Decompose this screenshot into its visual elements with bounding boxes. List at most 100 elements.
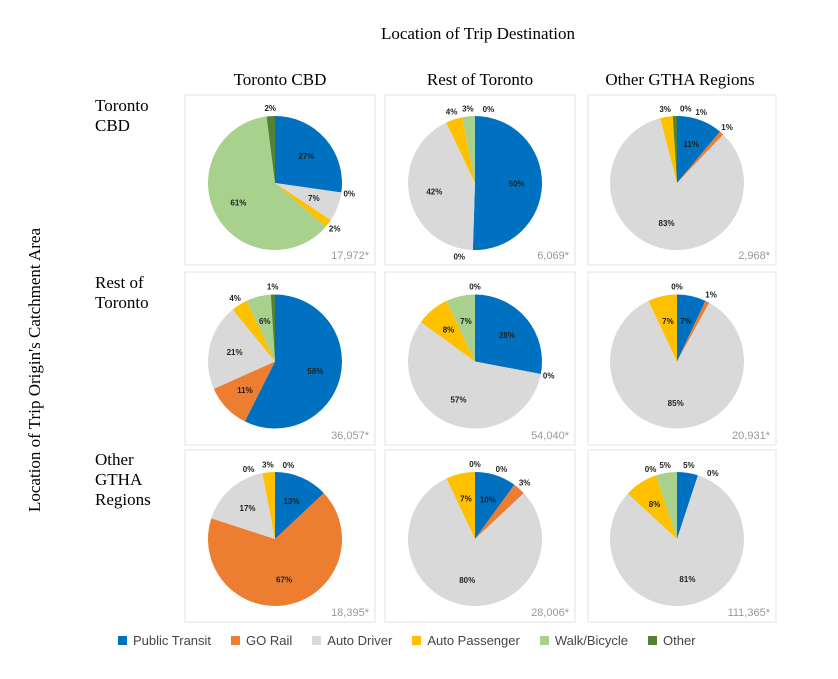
pie-slice-auto-driver	[407, 478, 542, 606]
pie-slice-walk-bicycle	[446, 294, 475, 362]
data-label: 61%	[230, 199, 246, 208]
legend-label: Walk/Bicycle	[554, 633, 629, 648]
pie-panel	[184, 271, 376, 446]
row-header: Other GTHA Regions	[95, 450, 151, 509]
legend-item: Auto Passenger	[412, 633, 520, 648]
pie-slice-other	[266, 116, 275, 183]
pie-slice-auto-driver	[609, 300, 744, 429]
pie-slice-public-transit	[475, 294, 542, 375]
pie-slice-walk-bicycle	[246, 294, 275, 362]
pie-panel	[384, 94, 576, 266]
pie-slice-public-transit	[275, 472, 324, 539]
pie-slice-auto-driver	[609, 475, 744, 606]
pie-slice-auto-driver	[610, 118, 745, 251]
pie-slice-go-rail	[677, 300, 710, 362]
data-label: 27%	[298, 152, 314, 161]
data-label: 1%	[267, 282, 279, 291]
data-label: 1%	[721, 123, 733, 132]
data-label: 5%	[683, 461, 695, 470]
pie-slice-go-rail	[213, 361, 275, 422]
pie-slice-public-transit	[475, 472, 515, 539]
data-label: 1%	[705, 291, 717, 300]
data-label: 0%	[469, 282, 481, 291]
pie-slice-auto-driver	[408, 322, 541, 429]
data-label: 8%	[443, 325, 455, 334]
slices	[184, 94, 777, 623]
data-label: 5%	[659, 461, 671, 470]
pie-slice-auto-passenger	[275, 183, 331, 227]
data-label: 3%	[462, 104, 474, 113]
labels: 17,972* 27% 7% 61% 0% 2% 2% 6,069* 50% 42% 0% 4% 3% 0…	[227, 104, 771, 619]
trip-count: 111,365*	[728, 607, 771, 619]
legend-swatch	[539, 636, 549, 645]
pie-slice-auto-passenger	[648, 294, 677, 362]
pie-slice-auto-passenger	[446, 472, 475, 539]
legend-swatch	[312, 636, 322, 645]
data-label: 17%	[240, 504, 256, 513]
column-header: Other GTHA Regions	[605, 70, 755, 89]
legend-label: Auto Passenger	[427, 633, 520, 648]
data-label: 83%	[659, 219, 675, 228]
legend: Public Transit GO Rail Auto Driver Auto Pas…	[118, 633, 696, 648]
data-label: 13%	[283, 497, 299, 506]
data-label: 0%	[671, 282, 683, 291]
legend-item: Walk/Bicycle	[539, 633, 629, 648]
legend-item: Auto Driver	[312, 633, 392, 648]
legend-swatch	[231, 636, 241, 645]
row-header: Rest of Toronto	[95, 273, 149, 312]
data-label: 0%	[243, 465, 255, 474]
row-header: Toronto CBD	[95, 96, 149, 135]
trip-count: 2,968*	[738, 250, 771, 262]
trip-count: 17,972*	[331, 250, 370, 262]
pie-panel	[587, 271, 777, 446]
data-label: 7%	[460, 317, 472, 326]
data-label: 81%	[679, 575, 695, 584]
legend-label: GO Rail	[246, 633, 293, 648]
pie-slice-public-transit	[677, 472, 698, 539]
data-label: 67%	[276, 576, 292, 585]
data-label: 0%	[543, 372, 555, 381]
data-label: 10%	[480, 495, 496, 504]
trip-count: 6,069*	[537, 250, 570, 262]
legend-swatch	[118, 636, 127, 645]
data-label: 8%	[649, 500, 661, 509]
pie-panel	[184, 94, 376, 266]
data-label: 7%	[460, 494, 472, 503]
legend-swatch	[648, 636, 658, 645]
trip-count: 20,931*	[732, 430, 771, 442]
data-label: 0%	[483, 105, 495, 114]
data-label: 0%	[707, 469, 719, 478]
data-label: 0%	[283, 461, 295, 470]
pie-slice-other	[672, 116, 677, 183]
pie-slice-auto-driver	[207, 309, 275, 389]
pie-slice-auto-passenger	[262, 472, 275, 539]
data-label: 7%	[662, 317, 674, 326]
pie-panel	[384, 271, 576, 446]
pie-panel	[587, 449, 777, 623]
data-label: 3%	[262, 460, 274, 469]
pie-slice-auto-driver	[275, 183, 342, 221]
data-label: 0%	[496, 465, 508, 474]
data-label: 85%	[668, 399, 684, 408]
data-label: 42%	[426, 188, 442, 197]
trip-count: 36,057*	[331, 430, 370, 442]
data-label: 50%	[509, 180, 525, 189]
data-label: 80%	[459, 576, 475, 585]
pie-slice-walk-bicycle	[656, 472, 677, 539]
pie-slice-public-transit	[677, 294, 706, 362]
data-label: 0%	[645, 465, 657, 474]
pie-slice-public-transit	[677, 116, 721, 183]
data-label: 21%	[227, 348, 243, 357]
pie-slice-public-transit	[275, 116, 342, 193]
pie-slice-auto-passenger	[232, 300, 275, 362]
trip-count: 28,006*	[531, 607, 570, 619]
data-label: 2%	[329, 224, 341, 233]
legend-label: Public Transit	[133, 633, 212, 648]
pie-panel	[184, 449, 376, 623]
data-label: 2%	[264, 104, 276, 113]
data-label: 0%	[469, 460, 481, 469]
pie-slice-public-transit	[244, 294, 342, 429]
pie-slice-auto-passenger	[446, 117, 475, 183]
pie-slice-auto-driver	[211, 473, 275, 539]
